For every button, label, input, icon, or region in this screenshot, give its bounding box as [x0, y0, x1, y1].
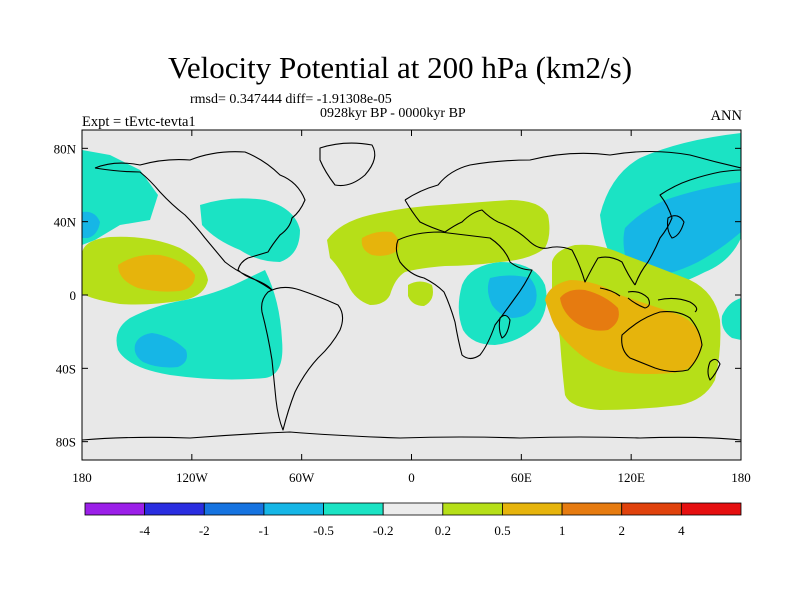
lon-tick-label: 120E [617, 470, 645, 485]
yellow-region-atlantic-to-asia [327, 200, 550, 305]
colorbar-swatch [502, 502, 563, 516]
blue-core-pacific-west [82, 211, 100, 238]
colorbar-swatch [621, 502, 682, 516]
colorbar-label: 0.5 [494, 523, 510, 538]
coastline-east-asia [634, 169, 741, 286]
lon-axis: 180 120W 60W 0 60E 120E 180 [72, 130, 751, 485]
colorbar-label: -1 [258, 523, 269, 538]
coastline-maritime-continent [599, 287, 698, 313]
coastline-greenland [319, 142, 376, 187]
coastline-new-zealand [707, 358, 721, 381]
lat-tick-label: 40S [56, 361, 76, 376]
season-label: ANN [710, 108, 742, 124]
colorbar-label: 4 [678, 523, 685, 538]
lat-tick-label: 80N [54, 141, 77, 156]
colorbar-label: -2 [199, 523, 210, 538]
colorbar-swatch [203, 502, 265, 516]
blue-core-indian-ocean [487, 275, 537, 318]
coastlines [82, 142, 741, 441]
figure-title: Velocity Potential at 200 hPa (km2/s) [167, 50, 633, 85]
coastline-europe [404, 199, 499, 233]
lon-tick-label: 120W [176, 470, 209, 485]
colorbar-swatch [323, 502, 384, 516]
lon-tick-label: 0 [408, 470, 415, 485]
coastline-japan [666, 215, 685, 239]
lon-tick-label: 180 [72, 470, 92, 485]
lon-tick-label: 60E [511, 470, 532, 485]
coastline-africa [395, 231, 533, 360]
lat-tick-label: 80S [56, 435, 76, 450]
colorbar-swatch [561, 502, 623, 516]
lon-tick-label: 60W [289, 470, 315, 485]
orange-region-north-africa [361, 231, 400, 256]
lat-tick-label: 0 [70, 288, 77, 303]
dark-orange-core-indian-ocean [560, 289, 619, 331]
colorbar-labels: -4 -2 -1 -0.5 -0.2 0.2 0.5 1 2 4 [139, 523, 685, 538]
coastline-arabia-india [497, 221, 636, 286]
colorbar-swatch [84, 502, 146, 516]
coastline-eurasia-north [404, 150, 741, 201]
colorbar-label: -4 [139, 523, 150, 538]
blue-core-south-pacific [134, 333, 187, 368]
lat-tick-label: 40N [54, 215, 77, 230]
experiment-label: Expt = tEvtc-tevta1 [82, 114, 196, 130]
stats-line: rmsd= 0.347444 diff= -1.91308e-05 [190, 92, 392, 107]
colorbar [84, 502, 742, 516]
lat-axis: 80N 40N 0 40S 80S [54, 141, 741, 450]
colorbar-label: -0.5 [313, 523, 334, 538]
colorbar-swatch [382, 502, 444, 516]
coastline-madagascar [498, 314, 511, 339]
map-field [82, 130, 741, 460]
coastline-australia [621, 311, 703, 373]
colorbar-label: 0.2 [435, 523, 451, 538]
yellow-region-east-of-africa [408, 281, 433, 306]
orange-region-north-pacific [118, 254, 195, 292]
colorbar-swatch [442, 502, 503, 516]
colorbar-label: 2 [618, 523, 625, 538]
colorbar-label: 1 [559, 523, 566, 538]
coastline-south-america [261, 286, 344, 431]
coastline-north-america [94, 151, 306, 291]
colorbar-label: -0.2 [373, 523, 394, 538]
cyan-region-east-indian-ocean [721, 298, 741, 340]
cyan-region-north-atlantic [200, 198, 300, 262]
colorbar-swatch [263, 502, 324, 516]
colorbar-swatch [680, 502, 742, 516]
lon-tick-label: 180 [731, 470, 751, 485]
period-line: 0928kyr BP - 0000kyr BP [320, 106, 466, 121]
colorbar-swatch [144, 502, 205, 516]
cyan-region-north-pacific-west [82, 150, 158, 245]
coastline-antarctica [82, 431, 741, 441]
